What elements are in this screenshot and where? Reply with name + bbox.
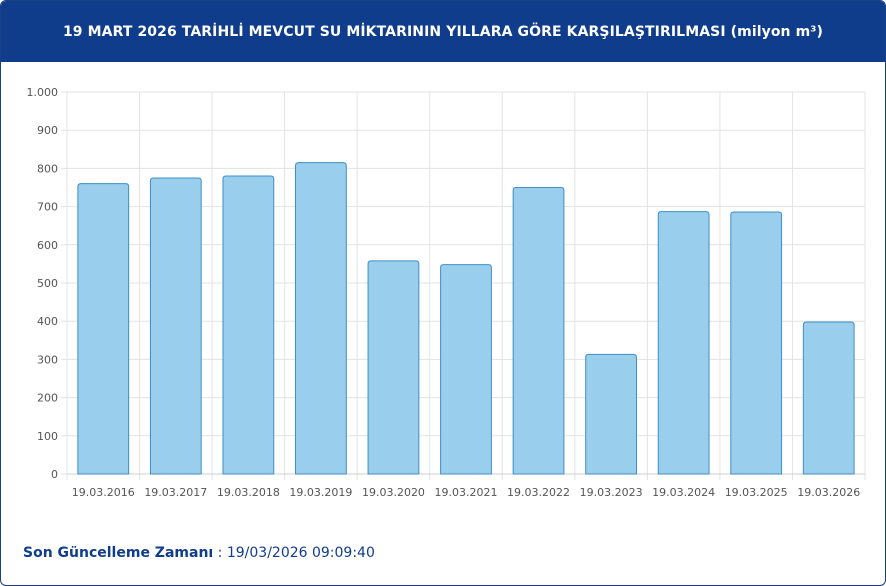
y-tick-label: 700 — [37, 201, 58, 214]
y-tick-label: 100 — [37, 430, 58, 443]
y-tick-label: 0 — [51, 468, 58, 481]
chart-title: 19 MART 2026 TARİHLİ MEVCUT SU MİKTARINI… — [62, 23, 824, 40]
x-axis-ticks: 19.03.2016 19.03.2017 19.03.2018 19.03.2019… — [72, 486, 860, 499]
x-tick-label: 19.03.2025 — [725, 486, 788, 499]
y-tick-label: 500 — [37, 277, 58, 290]
bar[interactable] — [367, 260, 420, 475]
y-tick-label: 900 — [37, 124, 58, 137]
y-tick-label: 600 — [37, 239, 58, 252]
bar[interactable] — [295, 162, 347, 475]
x-tick-label: 19.03.2022 — [507, 486, 570, 499]
bar[interactable] — [149, 177, 202, 475]
bars-layer — [77, 162, 855, 475]
bar[interactable] — [512, 187, 565, 475]
bar[interactable] — [440, 264, 492, 475]
bar[interactable] — [802, 321, 855, 475]
chart-header: 19 MART 2026 TARİHLİ MEVCUT SU MİKTARINI… — [1, 1, 885, 62]
y-tick-label: 200 — [37, 392, 58, 405]
x-tick-label: 19.03.2026 — [797, 486, 860, 499]
last-update: Son Güncelleme Zamanı : 19/03/2026 09:09… — [23, 545, 375, 561]
x-tick-label: 19.03.2020 — [362, 486, 425, 499]
last-update-label: Son Güncelleme Zamanı — [23, 545, 214, 561]
bar[interactable] — [585, 353, 637, 475]
x-tick-label: 19.03.2023 — [580, 486, 643, 499]
x-tick-label: 19.03.2019 — [289, 486, 352, 499]
last-update-separator: : — [213, 545, 227, 561]
last-update-value: 19/03/2026 09:09:40 — [226, 545, 375, 561]
y-tick-label: 800 — [37, 162, 58, 175]
bar[interactable] — [222, 175, 275, 475]
bar[interactable] — [77, 183, 130, 475]
y-axis-ticks: 0 100 200 300 400 500 600 700 800 900 1.000 — [27, 86, 59, 481]
x-tick-label: 19.03.2017 — [144, 486, 207, 499]
bar[interactable] — [730, 211, 783, 475]
y-tick-label: 300 — [37, 353, 58, 366]
y-tick-label: 400 — [37, 315, 58, 328]
x-tick-label: 19.03.2024 — [652, 486, 715, 499]
y-tick-label: 1.000 — [27, 86, 59, 99]
x-tick-label: 19.03.2021 — [435, 486, 498, 499]
x-tick-label: 19.03.2018 — [217, 486, 280, 499]
bar[interactable] — [657, 211, 710, 475]
x-tick-label: 19.03.2016 — [72, 486, 135, 499]
